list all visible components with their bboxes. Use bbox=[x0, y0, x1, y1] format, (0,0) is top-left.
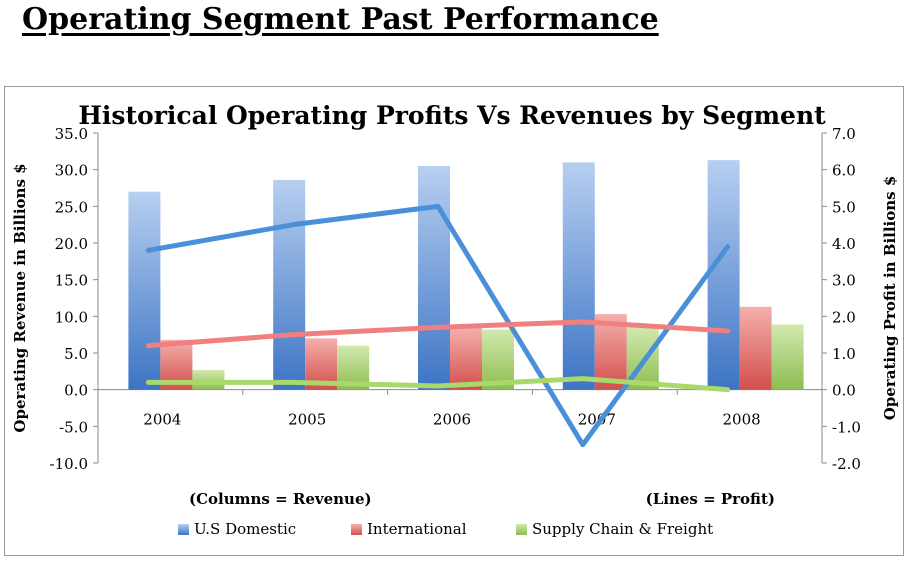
y2-tick-label: -1.0 bbox=[832, 418, 861, 436]
bar-international-2006 bbox=[450, 327, 482, 390]
bar-international-2008 bbox=[739, 306, 772, 390]
bar-u-s-domestic-2006 bbox=[418, 166, 450, 390]
line-international bbox=[145, 319, 731, 349]
y-tick-label: 5.0 bbox=[64, 345, 88, 363]
bar-u-s-domestic-2004 bbox=[128, 191, 161, 390]
bar-supply-chain-freight-2008 bbox=[771, 324, 804, 390]
y-tick-label: 30.0 bbox=[55, 162, 88, 180]
y-tick-label: -10.0 bbox=[50, 455, 88, 473]
line-u-s-domestic bbox=[145, 203, 731, 448]
y-tick-label: 10.0 bbox=[55, 308, 88, 326]
y2-tick-label: 2.0 bbox=[832, 308, 856, 326]
bar-u-s-domestic-2005 bbox=[273, 179, 306, 390]
y-tick-label: 25.0 bbox=[55, 198, 88, 216]
y-tick-label: -5.0 bbox=[59, 418, 88, 436]
chart-title: Historical Operating Profits Vs Revenues… bbox=[78, 101, 826, 130]
y2-tick-label: 0.0 bbox=[832, 382, 856, 400]
y2-tick-label: 6.0 bbox=[832, 162, 856, 180]
y2-tick-label: 5.0 bbox=[832, 198, 856, 216]
y-tick-label: 15.0 bbox=[55, 272, 88, 290]
y2-tick-label: -2.0 bbox=[832, 455, 861, 473]
bar-supply-chain-freight-2006 bbox=[482, 329, 514, 390]
y2-tick-label: 3.0 bbox=[832, 272, 856, 290]
x-tick-label: 2005 bbox=[288, 411, 326, 429]
y2-axis-title: Operating Profit in Billions $ bbox=[881, 176, 899, 421]
y-tick-label: 0.0 bbox=[64, 382, 88, 400]
note-lines-profit: (Lines = Profit) bbox=[646, 490, 775, 508]
x-tick-label: 2004 bbox=[143, 411, 181, 429]
y2-tick-label: 4.0 bbox=[832, 235, 856, 253]
bar-u-s-domestic-2007 bbox=[562, 162, 595, 390]
legend-swatch bbox=[351, 524, 362, 535]
line-supply-chain-freight bbox=[145, 376, 731, 393]
y2-tick-label: 1.0 bbox=[832, 345, 856, 363]
y2-tick-label: 7.0 bbox=[832, 125, 856, 143]
legend-swatch bbox=[178, 524, 189, 535]
x-tick-label: 2008 bbox=[723, 411, 761, 429]
page-heading: Operating Segment Past Performance bbox=[22, 2, 659, 37]
y-tick-label: 20.0 bbox=[55, 235, 88, 253]
legend-label: International bbox=[367, 520, 467, 538]
bar-u-s-domestic-2008 bbox=[707, 160, 740, 390]
bar-supply-chain-freight-2004 bbox=[192, 369, 225, 390]
y-axis-title: Operating Revenue in Billions $ bbox=[11, 163, 29, 432]
legend-label: Supply Chain & Freight bbox=[532, 520, 713, 538]
note-columns-revenue: (Columns = Revenue) bbox=[189, 490, 372, 508]
y-tick-label: 35.0 bbox=[55, 125, 88, 143]
legend-swatch bbox=[516, 524, 527, 535]
x-tick-label: 2006 bbox=[433, 411, 471, 429]
legend-label: U.S Domestic bbox=[194, 520, 296, 538]
